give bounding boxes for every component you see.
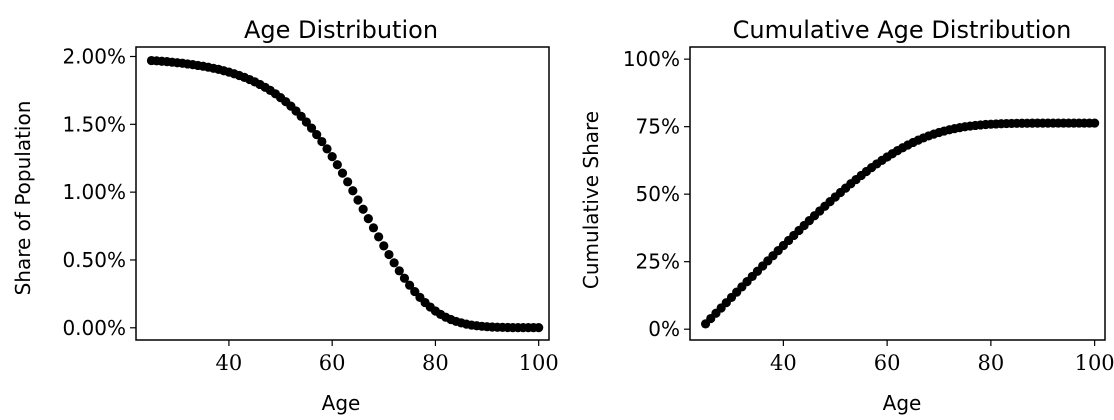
- plot-frame: [689, 46, 1106, 341]
- chart-title: Cumulative Age Distribution: [733, 16, 1072, 44]
- data-point: [317, 136, 327, 147]
- data-point: [363, 213, 373, 224]
- data-point: [394, 266, 404, 276]
- y-tick-label: 0.00%: [62, 316, 126, 340]
- chart-cumulative-age-distribution: Cumulative Age Distribution Cumulative S…: [579, 16, 1114, 415]
- data-point: [379, 241, 389, 251]
- x-tick-label: 40: [216, 351, 243, 375]
- y-tick-label: 100%: [623, 47, 680, 71]
- x-tick-label: 80: [978, 351, 1005, 375]
- data-point: [312, 130, 322, 140]
- y-tick-label: 1.50%: [62, 112, 126, 136]
- data-point: [389, 258, 399, 268]
- y-tick-label: 25%: [636, 250, 680, 274]
- axis-ticks: 40 60 80 100 0.00% 0.50% 1.00% 1.50% 2.00%: [62, 44, 558, 375]
- data-point: [405, 280, 415, 290]
- data-point: [332, 160, 342, 170]
- data-point: [353, 195, 363, 205]
- data-points: [146, 55, 544, 333]
- plot-frame: [135, 46, 550, 341]
- y-tick-label: 0.50%: [62, 248, 126, 272]
- data-point: [348, 186, 358, 196]
- x-axis-label: Age: [322, 391, 361, 415]
- data-point: [337, 168, 348, 178]
- data-point: [399, 273, 410, 283]
- x-tick-label: 60: [874, 351, 901, 375]
- y-tick-label: 0%: [648, 317, 680, 341]
- data-point: [306, 123, 317, 133]
- y-tick-label: 1.00%: [62, 180, 126, 204]
- y-axis-label: Share of Population: [11, 101, 35, 296]
- data-point: [327, 152, 337, 162]
- data-point: [384, 249, 394, 260]
- y-tick-label: 75%: [636, 115, 680, 139]
- chart-title: Age Distribution: [244, 16, 438, 44]
- axis-ticks: 40 60 80 100 0% 25% 50% 75% 100%: [623, 47, 1114, 375]
- x-tick-label: 40: [770, 351, 797, 375]
- x-axis-label: Age: [883, 391, 922, 415]
- data-point: [1090, 118, 1100, 128]
- y-axis-label: Cumulative Share: [579, 111, 603, 289]
- y-tick-label: 50%: [636, 182, 680, 206]
- data-point: [374, 232, 384, 242]
- data-point: [343, 177, 353, 187]
- chart-age-distribution: Age Distribution Share of Population Age…: [11, 16, 559, 415]
- data-point: [301, 117, 311, 127]
- y-tick-label: 2.00%: [62, 44, 126, 68]
- data-point: [368, 223, 379, 233]
- data-point: [322, 144, 332, 154]
- data-point: [534, 323, 544, 333]
- x-tick-label: 80: [422, 351, 449, 375]
- x-tick-label: 100: [519, 351, 559, 375]
- data-points: [700, 118, 1100, 329]
- data-point: [358, 204, 368, 214]
- x-tick-label: 100: [1075, 351, 1114, 375]
- x-tick-label: 60: [319, 351, 346, 375]
